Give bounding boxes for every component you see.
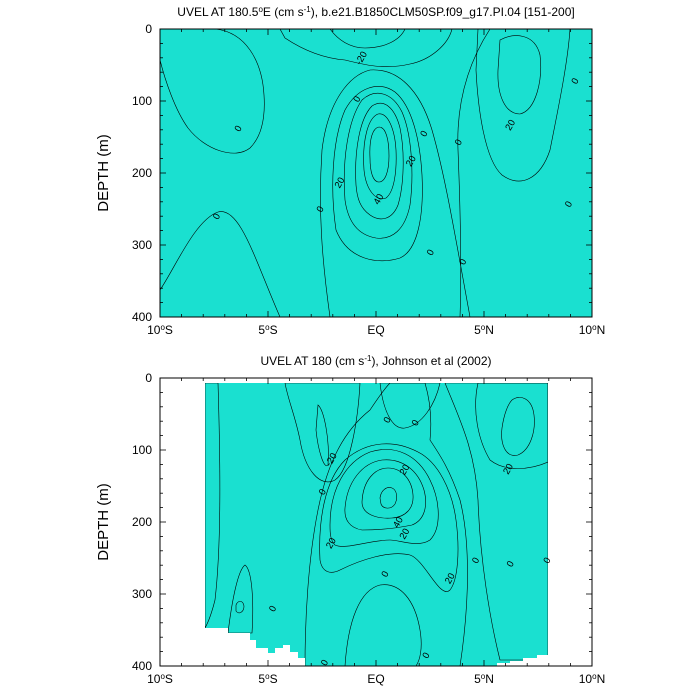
top-y-tick-label: 400	[132, 310, 152, 324]
bottom-contour-label: 0	[541, 556, 553, 566]
top-contour-label: 0	[569, 76, 581, 86]
bottom-fill-east-positive	[444, 383, 548, 661]
top-fill-west-positive	[160, 29, 265, 154]
top-contour-label: 0	[351, 94, 363, 104]
top-y-tick-label: 200	[132, 166, 152, 180]
top-y-axis-label: DEPTH (m)	[95, 134, 112, 212]
top-fill-southwest-positive	[160, 211, 281, 317]
bottom-x-tick-label: 5oS	[258, 672, 277, 687]
top-contour-label: 0	[425, 248, 437, 258]
top-x-tick-label: 5oS	[258, 323, 277, 338]
bottom-contour-label: 0	[317, 487, 329, 497]
bottom-fill-east-20	[475, 383, 548, 469]
bottom-x-tick-label: EQ	[367, 672, 384, 686]
top-fill-negative-core	[329, 29, 406, 49]
top-fill-east-20	[475, 29, 571, 182]
top-contour-label: 20	[333, 176, 348, 191]
bottom-chart-title: UVEL AT 180 (cm s-1), Johnson et al (200…	[260, 354, 491, 369]
top-x-tick-label: EQ	[367, 323, 384, 337]
top-panel: UVEL AT 180.5oE (cm s-1), b.e21.B1850CLM…	[95, 5, 605, 338]
bottom-fill-negative-core	[315, 404, 329, 467]
bottom-fill-central-40	[361, 467, 414, 519]
bottom-y-tick-label: 300	[132, 587, 152, 601]
bottom-x-tick-label: 5oN	[474, 672, 494, 687]
bottom-fill-central-20	[319, 443, 459, 592]
bottom-fill-base	[205, 383, 548, 666]
top-contour-label: 0	[315, 204, 327, 214]
top-fill-east-positive	[457, 29, 592, 317]
top-fill-central-positive	[320, 69, 471, 317]
bottom-contour-label: 0	[382, 415, 394, 425]
top-contour-label: 0	[418, 129, 430, 139]
top-contour-field	[160, 29, 592, 317]
bottom-contour-label: 0	[470, 556, 482, 566]
bottom-fill-central-30	[329, 449, 439, 547]
bottom-fill-east-30	[501, 397, 535, 456]
top-fill-base	[160, 29, 592, 317]
bottom-contour-label: 40	[391, 515, 406, 530]
bottom-y-tick-label: 100	[132, 443, 152, 457]
bottom-x-tick-label: 10oN	[579, 672, 605, 687]
top-fill-core-35	[355, 102, 404, 220]
bottom-contour-label: 20	[398, 527, 413, 542]
bottom-fill-south-negative	[344, 584, 422, 666]
top-contour-label: 0	[211, 212, 223, 222]
bottom-fill-negative-mid	[379, 383, 441, 429]
bottom-contour-label: 20	[501, 462, 516, 477]
bottom-contour-label: 0	[267, 604, 279, 614]
bottom-contour-label: 0	[319, 658, 331, 668]
bottom-panel: UVEL AT 180 (cm s-1), Johnson et al (200…	[95, 354, 605, 687]
top-contour-label: 0	[457, 257, 469, 267]
top-contour-label: 0	[563, 199, 575, 209]
top-fill-negative-north	[279, 29, 453, 68]
top-contour-label: 40	[372, 192, 387, 207]
top-contour-label: 20	[404, 154, 419, 169]
top-x-tick-label: 10oS	[147, 323, 173, 338]
top-fill-core-30	[343, 92, 413, 239]
bottom-fill-southwest-20	[235, 601, 245, 614]
top-y-tick-label: 100	[132, 94, 152, 108]
top-y-tick-label: 0	[145, 22, 152, 36]
top-chart-title: UVEL AT 180.5oE (cm s-1), b.e21.B1850CLM…	[177, 5, 574, 20]
bottom-contour-label: 0	[379, 569, 391, 579]
top-y-tick-label: 300	[132, 238, 152, 252]
bottom-x-tick-label: 10oS	[147, 672, 173, 687]
bottom-contour-label: 0	[410, 418, 422, 428]
bottom-fill-central-50	[379, 487, 397, 509]
top-contour-label: 20	[503, 118, 518, 133]
top-x-tick-label: 5oN	[474, 323, 494, 338]
bottom-fill-west-edge	[205, 383, 221, 629]
top-fill-core-40	[363, 113, 397, 200]
bottom-contour-label: 20	[443, 571, 458, 586]
bottom-contour-label: 20	[398, 463, 413, 478]
bottom-fill-central-positive	[304, 383, 468, 666]
top-fill-core-50	[369, 126, 390, 183]
top-fill-east-30	[497, 35, 541, 115]
bottom-contour-label: 0	[505, 559, 517, 569]
top-x-tick-label: 10oN	[579, 323, 605, 338]
top-contour-label: 0	[233, 124, 245, 134]
top-contour-label: 0	[453, 137, 465, 147]
bottom-y-tick-label: 400	[132, 659, 152, 673]
bottom-contour-label: 20	[324, 536, 339, 551]
bottom-contour-field	[205, 383, 548, 666]
bottom-y-axis-label: DEPTH (m)	[95, 483, 112, 561]
bottom-fill-west-dip	[227, 564, 254, 634]
bottom-y-tick-label: 200	[132, 515, 152, 529]
bottom-contour-label: 0	[420, 651, 432, 661]
bottom-y-tick-label: 0	[145, 371, 152, 385]
bottom-fill-central-35	[344, 459, 426, 531]
top-fill-core-20	[332, 86, 423, 262]
